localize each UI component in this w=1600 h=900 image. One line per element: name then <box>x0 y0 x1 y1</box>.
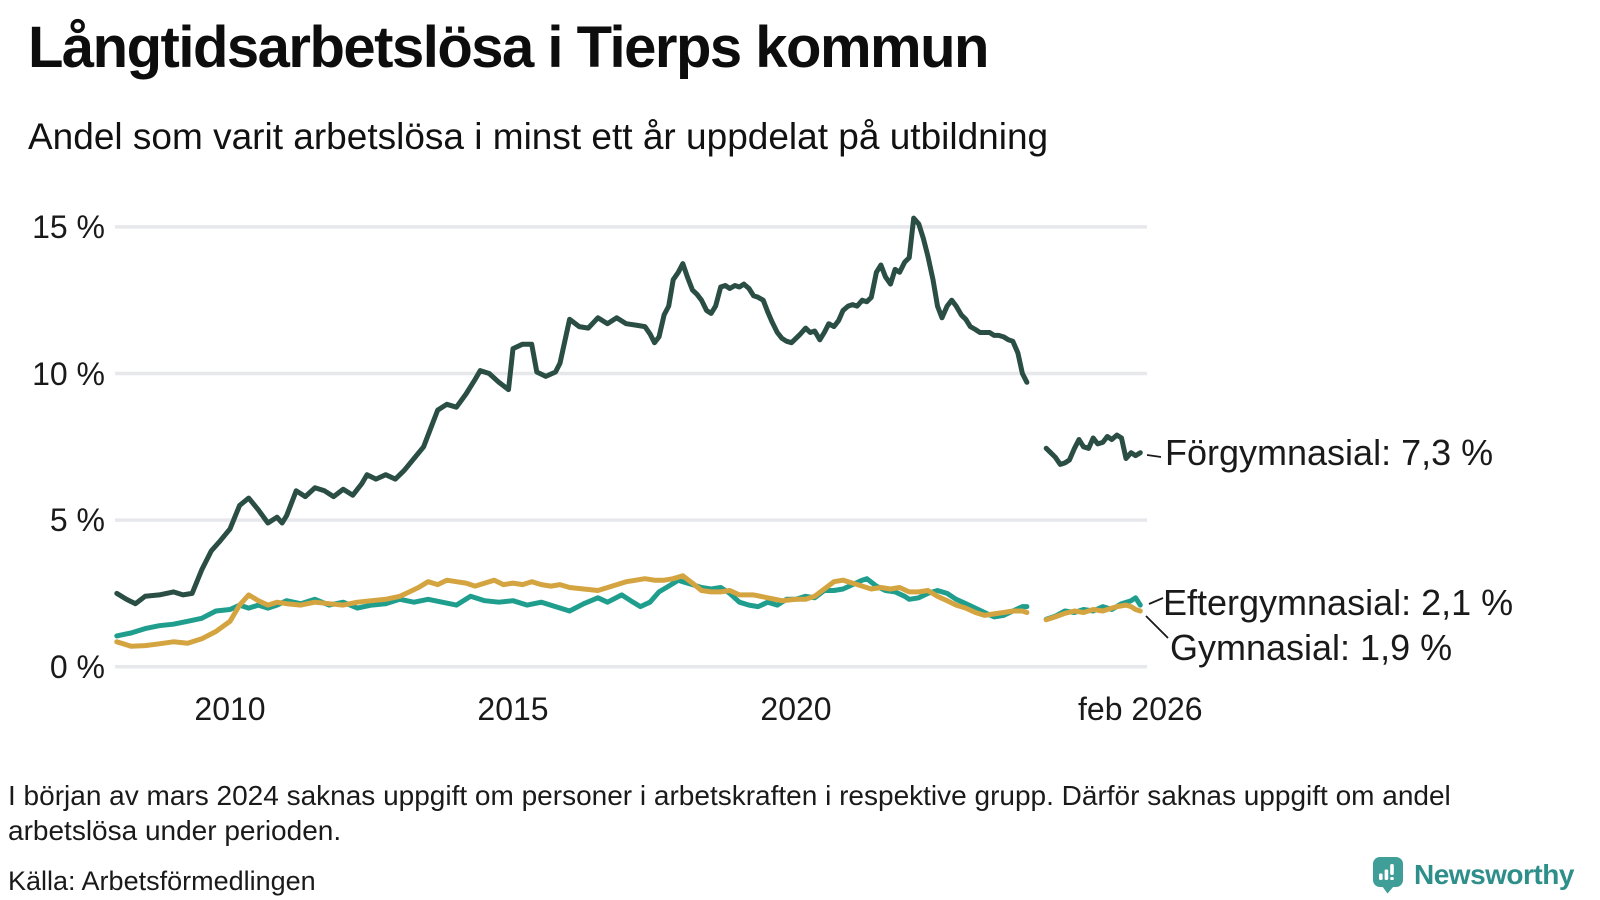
connector-eftergymnasial <box>1148 597 1164 605</box>
series-line-förgymnasial <box>1043 432 1143 467</box>
series-line-förgymnasial <box>114 215 1030 607</box>
series-lines <box>114 215 1143 649</box>
y-axis-tick-label: 0 % <box>49 648 105 685</box>
x-axis-tick-label: feb 2026 <box>1078 691 1203 727</box>
bar-chart-speech-bubble-icon <box>1373 857 1403 894</box>
series-end-label-eftergymnasial: Eftergymnasial: 2,1 % <box>1163 582 1514 623</box>
x-axis-tick-label: 2010 <box>194 691 266 727</box>
series-end-label-forgymnasial: Förgymnasial: 7,3 % <box>1165 432 1494 473</box>
newsworthy-wordmark: Newsworthy <box>1414 859 1574 890</box>
page-title: Långtidsarbetslösa i Tierps kommun <box>28 15 989 80</box>
label-connectors <box>1145 454 1169 639</box>
y-axis-tick-label: 15 % <box>32 208 105 245</box>
series-line-gymnasial <box>114 573 1030 649</box>
newsworthy-logo: Newsworthy <box>1372 856 1574 894</box>
gridlines <box>115 225 1147 669</box>
y-axis-tick-label: 5 % <box>49 502 105 539</box>
series-line-gymnasial <box>1043 602 1143 623</box>
x-axis-tick-label: 2015 <box>477 691 549 727</box>
x-axis-tick-label: 2020 <box>760 691 832 727</box>
connector-gymnasial <box>1145 615 1169 639</box>
series-end-label-gymnasial: Gymnasial: 1,9 % <box>1170 627 1453 668</box>
page-subtitle: Andel som varit arbetslösa i minst ett å… <box>28 116 1049 157</box>
footnote-text: I början av mars 2024 saknas uppgift om … <box>8 780 1451 846</box>
connector-forgymnasial <box>1146 454 1162 458</box>
source-text: Källa: Arbetsförmedlingen <box>8 866 316 896</box>
y-axis-tick-label: 10 % <box>32 355 105 392</box>
